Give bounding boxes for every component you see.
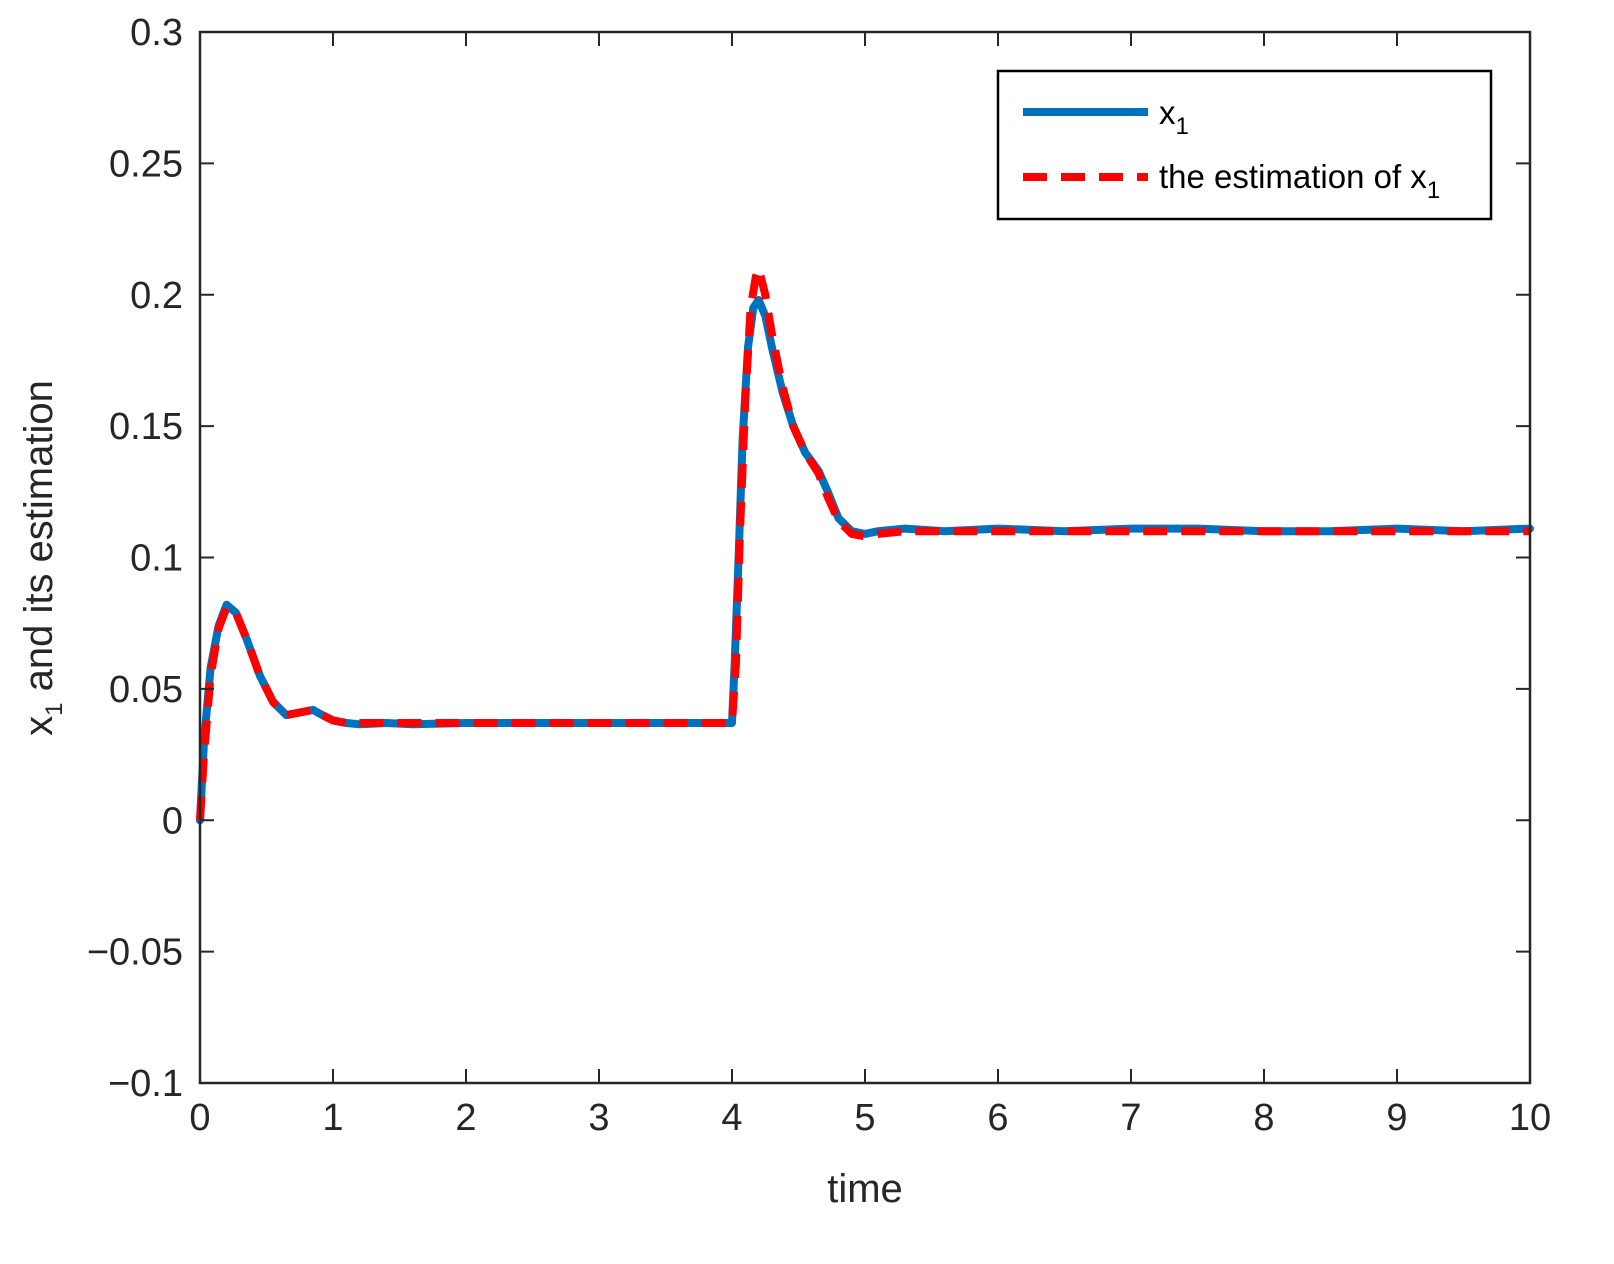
- legend: x1 the estimation of x1: [996, 69, 1493, 221]
- x-tick-label: 1: [322, 1097, 343, 1139]
- legend-label-estimation-sub: 1: [1427, 177, 1440, 204]
- x-axis-title: time: [827, 1167, 903, 1211]
- legend-box: [996, 69, 1493, 221]
- x-tick-label: 8: [1253, 1097, 1274, 1139]
- y-axis-title-rest: and its estimation: [17, 380, 61, 702]
- x-tick-label: 7: [1120, 1097, 1141, 1139]
- legend-label-x1-main: x: [1159, 94, 1176, 131]
- x-tick-label: 3: [588, 1097, 609, 1139]
- y-tick-label: −0.1: [108, 1063, 183, 1105]
- legend-label-estimation: the estimation of x1: [1159, 158, 1440, 204]
- legend-label-x1-sub: 1: [1176, 113, 1189, 140]
- legend-label-x1: x1: [1159, 94, 1189, 140]
- y-tick-label: −0.05: [87, 932, 183, 974]
- y-tick-label: 0.05: [109, 669, 183, 711]
- x-tick-label: 4: [721, 1097, 742, 1139]
- y-tick-label: 0.3: [130, 12, 183, 54]
- y-tick-label: 0.1: [130, 538, 183, 580]
- ticks-layer: 0 1 2 3 4 5 6 7 8 9 10 −0.1 −0.05 0 0.05 0.1 0.15 0.2 0.25…: [87, 12, 1551, 1139]
- legend-label-estimation-main: the estimation of x: [1159, 158, 1427, 195]
- x-tick-label: 2: [455, 1097, 476, 1139]
- y-axis-title-main: x: [17, 716, 61, 736]
- y-tick-label: 0.15: [109, 406, 183, 448]
- series-line-1: [196, 264, 1530, 821]
- y-axis-title: x1 and its estimation: [17, 380, 68, 736]
- plot-frame: [198, 30, 1532, 1085]
- x-tick-label: 6: [987, 1097, 1008, 1139]
- y-tick-label: 0.25: [109, 143, 183, 185]
- y-tick-label: 0: [162, 800, 183, 842]
- x-tick-label: 0: [189, 1097, 210, 1139]
- series-layer: [196, 264, 1534, 825]
- x-tick-label: 10: [1509, 1097, 1551, 1139]
- y-axis-title-sub: 1: [41, 703, 68, 716]
- y-tick-label: 0.2: [130, 275, 183, 317]
- x-tick-label: 9: [1386, 1097, 1407, 1139]
- x-tick-label: 5: [854, 1097, 875, 1139]
